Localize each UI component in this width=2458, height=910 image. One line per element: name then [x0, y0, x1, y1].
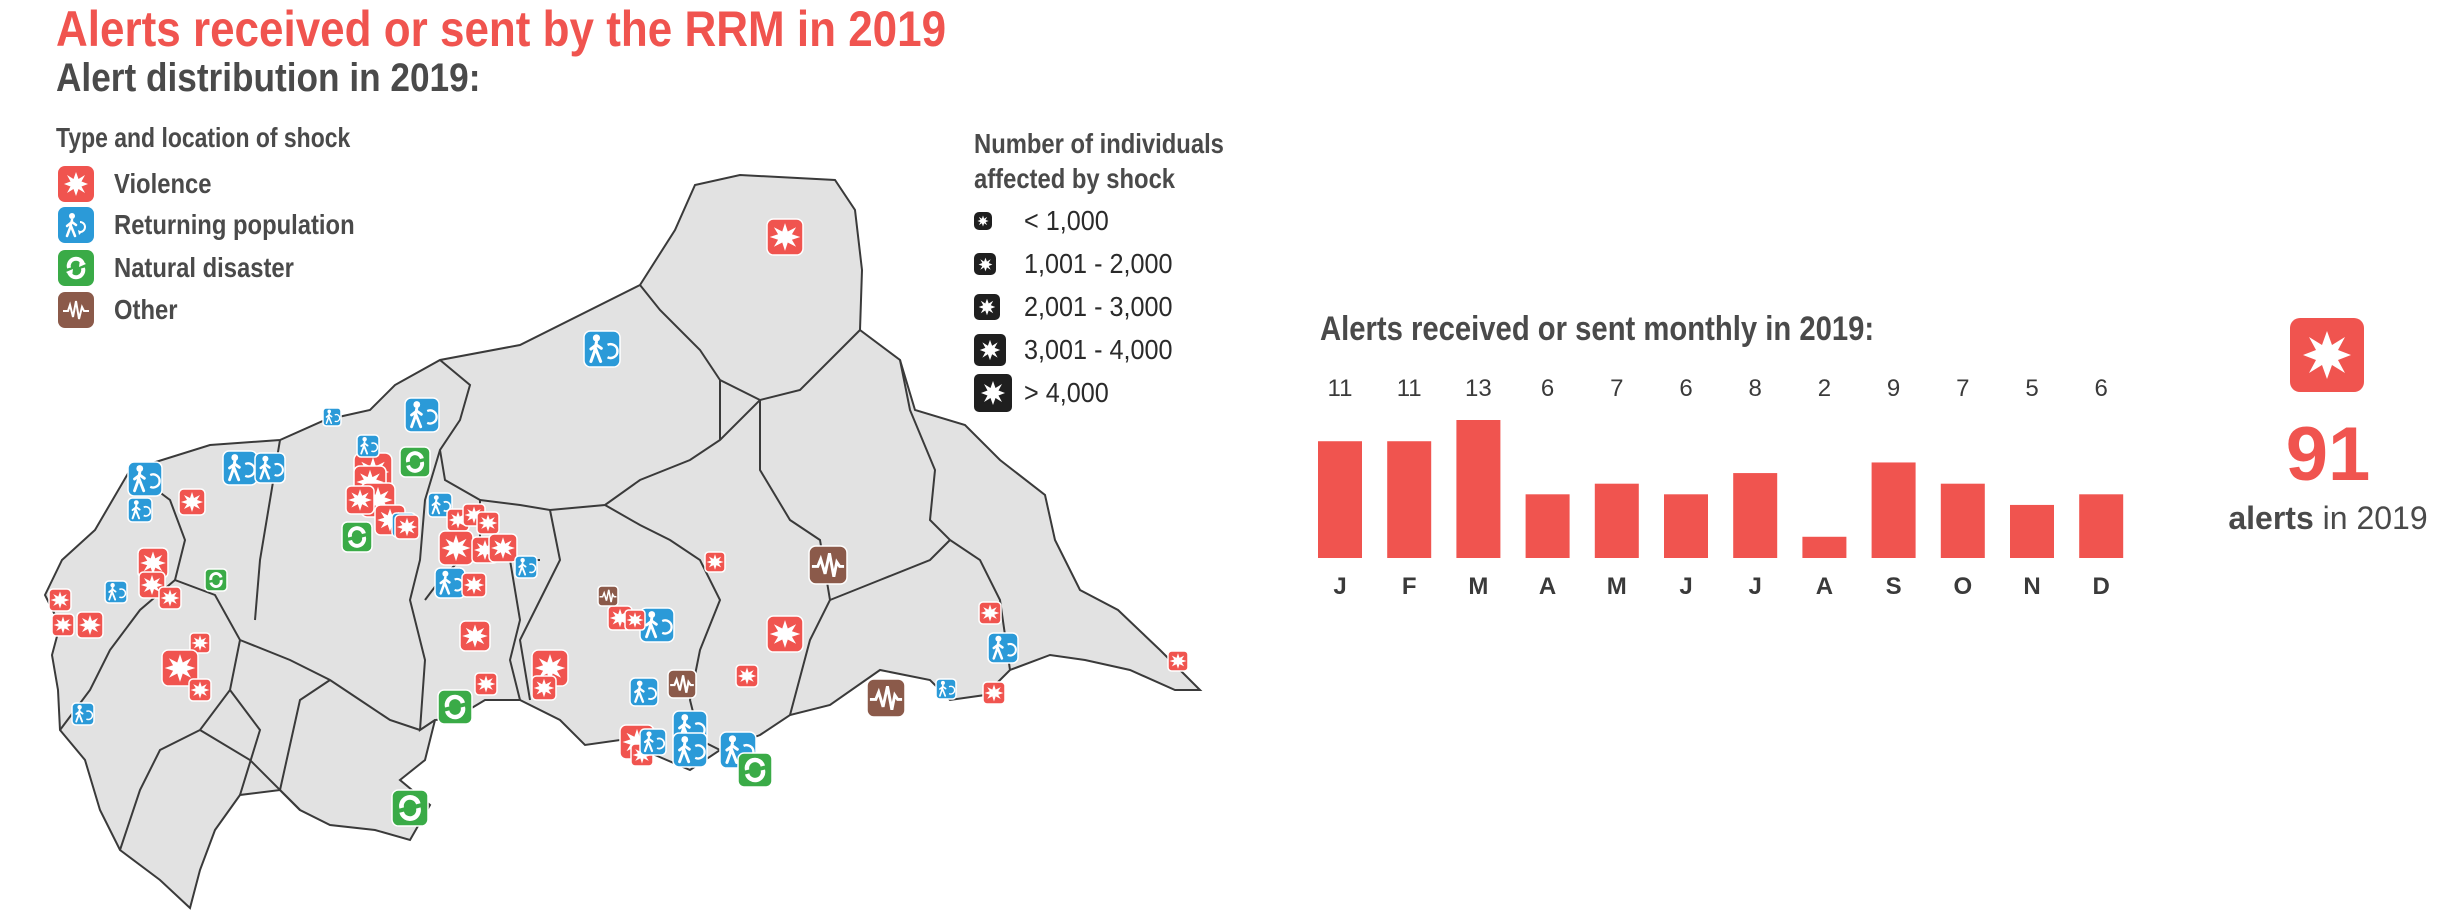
map-markers — [48, 218, 1189, 827]
violence-marker — [1167, 650, 1189, 672]
legend-size-label-5: > 4,000 — [1024, 377, 1109, 408]
legend-label-violence: Violence — [114, 168, 212, 199]
violence-marker — [766, 218, 804, 256]
violence-marker — [161, 649, 199, 687]
returning-population-marker — [404, 397, 440, 433]
returning-population-marker — [629, 677, 659, 707]
total-caption-rest: in 2019 — [2313, 500, 2428, 536]
explosion-icon — [58, 166, 94, 202]
legend-size-label-3: 2,001 - 3,000 — [1024, 291, 1173, 322]
violence-marker — [978, 601, 1002, 625]
violence-marker — [461, 572, 487, 598]
violence-marker — [766, 615, 804, 653]
legend-item-other: Other — [58, 292, 189, 328]
explosion-icon — [974, 294, 1000, 320]
total-caption-bold: alerts — [2228, 500, 2314, 536]
returning-population-marker — [672, 732, 708, 768]
legend-type-heading: Type and location of shock — [56, 122, 351, 153]
other-shock-marker — [866, 678, 906, 718]
other-shock-marker — [597, 585, 619, 607]
page-subtitle: Alert distribution in 2019: — [56, 56, 481, 100]
legend-size-label-1: < 1,000 — [1024, 205, 1109, 236]
chart-title: Alerts received or sent monthly in 2019: — [1320, 310, 1875, 348]
violence-marker — [624, 609, 646, 631]
legend-item-returning: Returning population — [58, 207, 397, 243]
natural-disaster-marker — [737, 752, 773, 788]
natural-disaster-marker — [391, 789, 429, 827]
violence-marker — [158, 586, 182, 610]
violence-marker — [982, 681, 1006, 705]
other-shock-marker — [808, 545, 848, 585]
returning-population-marker — [127, 461, 163, 497]
returning-population-marker — [427, 492, 453, 518]
returning-population-marker — [254, 452, 286, 484]
returning-population-marker — [104, 580, 128, 604]
returning-population-marker — [127, 497, 153, 523]
legend-label-natural-disaster: Natural disaster — [114, 252, 294, 283]
returning-population-marker — [322, 407, 342, 427]
returning-population-marker — [222, 450, 258, 486]
natural-disaster-marker — [341, 521, 373, 553]
violence-marker — [178, 488, 206, 516]
violence-marker — [438, 530, 474, 566]
violence-marker — [137, 547, 169, 579]
legend-size-item-1: < 1,000 — [974, 201, 1118, 241]
natural-disaster-marker — [399, 446, 431, 478]
explosion-icon — [974, 212, 992, 230]
explosion-icon — [974, 374, 1012, 412]
returning-population-marker — [583, 330, 621, 368]
violence-marker — [488, 533, 518, 563]
returning-population-marker — [935, 678, 957, 700]
violence-marker — [531, 675, 557, 701]
violence-marker — [76, 611, 104, 639]
legend-label-returning: Returning population — [114, 209, 355, 240]
violence-marker — [345, 485, 375, 515]
returning-population-marker — [639, 728, 667, 756]
returning-population-marker — [639, 607, 675, 643]
legend-size-heading: Number of individuals affected by shock — [974, 128, 1224, 194]
violence-marker — [189, 632, 211, 654]
legend-item-violence: Violence — [58, 166, 229, 202]
explosion-icon — [974, 334, 1006, 366]
violence-marker — [476, 511, 500, 535]
violence-marker — [394, 514, 420, 540]
violence-marker — [474, 672, 498, 696]
returning-population-marker — [71, 702, 95, 726]
returning-population-marker — [356, 434, 380, 458]
walking-person-icon — [58, 207, 94, 243]
violence-marker — [188, 678, 212, 702]
returning-population-marker — [434, 567, 466, 599]
total-alerts-caption: alerts in 2019 — [2200, 500, 2456, 537]
violence-marker — [704, 551, 726, 573]
waveform-icon — [58, 292, 94, 328]
legend-item-natural-disaster: Natural disaster — [58, 250, 326, 286]
natural-disaster-marker — [204, 568, 228, 592]
other-shock-marker — [667, 669, 697, 699]
legend-size-item-3: 2,001 - 3,000 — [974, 287, 1189, 327]
violence-marker — [735, 664, 759, 688]
natural-disaster-marker — [437, 689, 473, 725]
legend-size-item-2: 1,001 - 2,000 — [974, 244, 1189, 284]
cyclone-icon — [58, 250, 94, 286]
returning-population-marker — [514, 555, 538, 579]
explosion-icon — [2290, 318, 2364, 392]
page-title: Alerts received or sent by the RRM in 20… — [56, 1, 947, 57]
violence-marker — [51, 613, 75, 637]
violence-marker — [459, 620, 491, 652]
total-alerts-value: 91 — [2285, 412, 2371, 497]
returning-population-marker — [987, 632, 1019, 664]
violence-marker — [48, 588, 72, 612]
explosion-icon — [974, 253, 996, 275]
legend-size-item-4: 3,001 - 4,000 — [974, 330, 1189, 370]
legend-label-other: Other — [114, 294, 178, 325]
legend-size-item-5: > 4,000 — [974, 373, 1118, 413]
legend-size-label-4: 3,001 - 4,000 — [1024, 334, 1173, 365]
legend-size-label-2: 1,001 - 2,000 — [1024, 248, 1173, 279]
